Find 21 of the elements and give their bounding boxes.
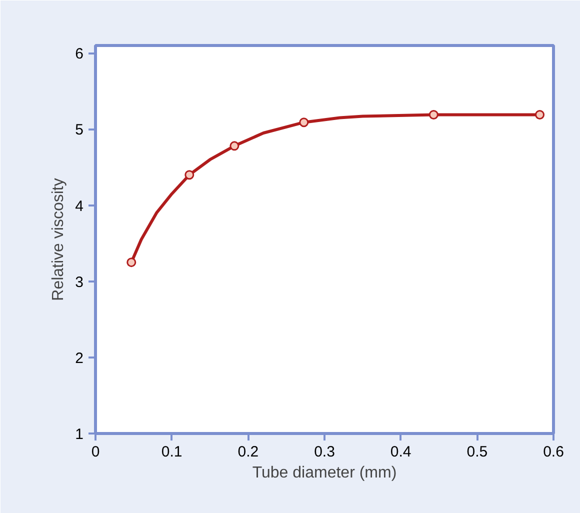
y-tick-label: 1	[75, 426, 84, 443]
point	[184, 170, 194, 180]
x-tick-label: 0.1	[161, 444, 182, 460]
y-tick-label: 4	[75, 198, 84, 215]
point	[428, 110, 438, 120]
x-tick-label: 0.5	[466, 444, 488, 460]
point	[299, 118, 309, 128]
x-tick-label: 0.3	[314, 444, 335, 460]
y-tick-label: 6	[75, 46, 84, 63]
x-tick-label: 0	[91, 444, 100, 460]
point	[535, 110, 545, 120]
x-axis-title: Tube diameter (mm)	[252, 464, 397, 482]
y-tick-label: 2	[75, 350, 84, 367]
y-tick-label: 3	[75, 274, 84, 291]
x-tick-label: 0.4	[390, 444, 412, 460]
point	[230, 141, 240, 151]
x-tick-label: 0.2	[238, 444, 259, 460]
x-tick-label: 0.6	[543, 444, 564, 460]
point	[126, 258, 136, 268]
y-axis-title: Relative viscosity	[50, 178, 68, 301]
y-tick-label: 5	[75, 122, 84, 139]
